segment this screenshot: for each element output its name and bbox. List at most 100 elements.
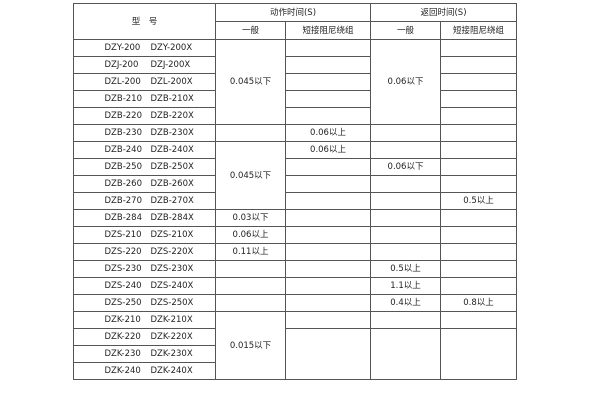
model-code-x: DZK-240X	[150, 366, 193, 376]
table-row: DZB-240 DZB-240X 0.045以下 0.06以上	[73, 141, 517, 210]
model-code: DZB-220	[104, 111, 143, 121]
model-cell: DZB-284 DZB-284X	[73, 209, 216, 227]
model-cell: DZB-220 DZB-220X	[73, 107, 216, 125]
model-code-x: DZB-240X	[150, 145, 194, 155]
model-code-x: DZS-230X	[150, 264, 194, 274]
return-general-cell	[370, 124, 441, 142]
table-row: DZB-230 DZB-230X 0.06以上	[73, 124, 517, 142]
return-short-winding-cell	[440, 260, 517, 278]
table-row: DZB-210 DZB-210X	[73, 90, 517, 108]
return-general-cell: 0.06以下	[370, 39, 441, 125]
model-code: DZS-220	[104, 247, 142, 257]
return-general-cell	[370, 175, 441, 193]
return-time-header: 返回时间(S)	[370, 3, 517, 22]
action-short-winding-cell	[285, 277, 371, 295]
model-cell: DZK-240 DZK-240X	[73, 362, 216, 380]
model-code-x: DZY-200X	[150, 43, 193, 53]
return-general-cell	[370, 141, 441, 159]
model-code: DZB-284	[104, 213, 143, 223]
model-cell: DZB-210 DZB-210X	[73, 90, 216, 108]
model-cell: DZB-260 DZB-260X	[73, 175, 216, 193]
return-general-cell	[370, 209, 441, 227]
table-row: DZS-250 DZS-250X 0.4以上 0.8以上	[73, 294, 517, 312]
model-code-x: DZS-220X	[150, 247, 194, 257]
table-row: DZS-210 DZS-210X 0.06以上	[73, 226, 517, 244]
model-code-x: DZB-230X	[150, 128, 194, 138]
table-row: DZB-220 DZB-220X	[73, 107, 517, 125]
action-general-cell	[215, 277, 286, 295]
table-row: DZY-200 DZY-200X 0.045以下 0.06以下	[73, 39, 517, 125]
action-short-winding-cell	[285, 39, 371, 57]
model-code: DZB-260	[104, 179, 143, 189]
table-row: DZK-240 DZK-240X	[73, 362, 517, 380]
action-general-cell: 0.03以下	[215, 209, 286, 227]
model-code: DZS-230	[104, 264, 142, 274]
return-general-cell: 0.4以上	[370, 294, 441, 312]
model-code: DZB-230	[104, 128, 143, 138]
action-short-winding-cell	[285, 175, 371, 193]
model-code-x: DZB-260X	[150, 179, 194, 189]
model-code: DZK-230	[104, 349, 141, 359]
model-code: DZS-210	[104, 230, 142, 240]
action-general-cell	[215, 260, 286, 278]
model-code-x: DZS-210X	[150, 230, 194, 240]
model-code-x: DZB-270X	[150, 196, 194, 206]
return-short-winding-cell	[440, 175, 517, 193]
model-code: DZJ-200	[104, 60, 139, 70]
model-code-x: DZB-284X	[150, 213, 194, 223]
action-short-winding-cell	[285, 192, 371, 210]
return-general-cell	[370, 226, 441, 244]
model-code-x: DZS-240X	[150, 281, 194, 291]
model-header: 型 号	[73, 3, 216, 40]
model-cell: DZB-230 DZB-230X	[73, 124, 216, 142]
action-short-winding-cell	[285, 294, 371, 312]
return-short-winding-cell	[440, 277, 517, 295]
model-cell: DZS-210 DZS-210X	[73, 226, 216, 244]
table-row: DZB-250 DZB-250X 0.06以下	[73, 158, 517, 176]
model-cell: DZK-210 DZK-210X	[73, 311, 216, 329]
action-short-winding-cell	[285, 90, 371, 108]
action-general-cell: 0.06以上	[215, 226, 286, 244]
model-cell: DZJ-200 DZJ-200X	[73, 56, 216, 74]
return-general-cell	[370, 328, 441, 380]
return-short-winding-cell: 0.8以上	[440, 294, 517, 312]
return-short-winding-cell	[440, 90, 517, 108]
action-short-winding-cell	[285, 260, 371, 278]
action-general-cell	[215, 294, 286, 312]
header-row-1: 型 号 动作时间(S) 返回时间(S)	[73, 3, 517, 40]
table-row: DZL-200 DZL-200X	[73, 73, 517, 91]
table-row: DZK-230 DZK-230X	[73, 345, 517, 363]
action-general-header: 一般	[215, 21, 286, 40]
model-code-x: DZK-220X	[150, 332, 193, 342]
action-short-winding-cell	[285, 328, 371, 380]
model-code: DZB-210	[104, 94, 143, 104]
model-cell: DZS-240 DZS-240X	[73, 277, 216, 295]
table-row: DZB-270 DZB-270X 0.5以上	[73, 192, 517, 210]
model-cell: DZB-240 DZB-240X	[73, 141, 216, 159]
action-general-cell: 0.015以下	[215, 311, 286, 380]
table-row: DZK-220 DZK-220X	[73, 328, 517, 380]
model-code: DZK-210	[104, 315, 141, 325]
table-row: DZB-260 DZB-260X	[73, 175, 517, 193]
model-code: DZK-240	[104, 366, 141, 376]
return-short-winding-cell	[440, 328, 517, 380]
return-short-winding-cell	[440, 226, 517, 244]
action-short-winding-cell	[285, 73, 371, 91]
model-code-x: DZB-220X	[150, 111, 194, 121]
action-general-cell	[215, 124, 286, 142]
model-cell: DZY-200 DZY-200X	[73, 39, 216, 57]
action-time-header: 动作时间(S)	[215, 3, 371, 22]
return-short-winding-header: 短接阻尼绕组	[440, 21, 517, 40]
model-code-x: DZJ-200X	[150, 60, 191, 70]
return-short-winding-cell: 0.5以上	[440, 192, 517, 210]
return-short-winding-cell	[440, 107, 517, 125]
return-general-cell: 1.1以上	[370, 277, 441, 295]
model-cell: DZL-200 DZL-200X	[73, 73, 216, 91]
return-short-winding-cell	[440, 311, 517, 329]
action-short-winding-cell: 0.06以上	[285, 124, 371, 142]
table-row: DZB-284 DZB-284X 0.03以下	[73, 209, 517, 227]
model-code: DZB-270	[104, 196, 143, 206]
table-row: DZS-230 DZS-230X 0.5以上	[73, 260, 517, 278]
model-code: DZY-200	[104, 43, 141, 53]
model-code-x: DZK-230X	[150, 349, 193, 359]
